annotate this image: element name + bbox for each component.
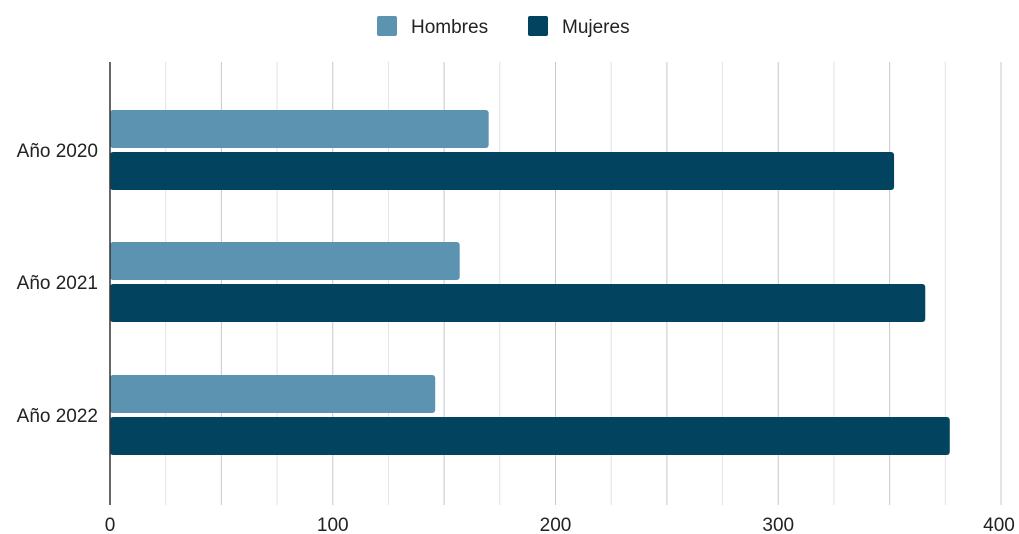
legend: Hombres Mujeres xyxy=(377,16,630,38)
x-tick-label: 100 xyxy=(317,515,349,534)
category-labels: Año 2020 Año 2021 Año 2022 xyxy=(17,141,98,427)
x-tick-label: 300 xyxy=(762,515,794,534)
bar-mujeres-ano-2020 xyxy=(110,152,895,190)
legend-swatch xyxy=(528,16,548,36)
legend-item-mujeres: Mujeres xyxy=(528,16,630,38)
x-tick-label: 200 xyxy=(540,515,572,534)
category-label: Año 2022 xyxy=(17,406,98,427)
bar-mujeres-ano-2021 xyxy=(110,284,926,322)
bar-mujeres-ano-2022 xyxy=(110,417,950,455)
legend-item-hombres: Hombres xyxy=(377,16,488,38)
legend-label: Mujeres xyxy=(562,17,630,38)
legend-label: Hombres xyxy=(411,17,488,38)
category-label: Año 2020 xyxy=(17,141,98,162)
bar-hombres-ano-2020 xyxy=(110,110,489,148)
legend-swatch xyxy=(377,16,397,36)
x-tick-labels: 0 100 200 300 400 xyxy=(105,515,1015,534)
bar-hombres-ano-2021 xyxy=(110,242,460,280)
x-tick-label: 400 xyxy=(983,515,1015,534)
bars xyxy=(110,110,950,455)
x-tick-label: 0 xyxy=(105,515,116,534)
bar-hombres-ano-2022 xyxy=(110,375,436,413)
category-label: Año 2021 xyxy=(17,273,98,294)
